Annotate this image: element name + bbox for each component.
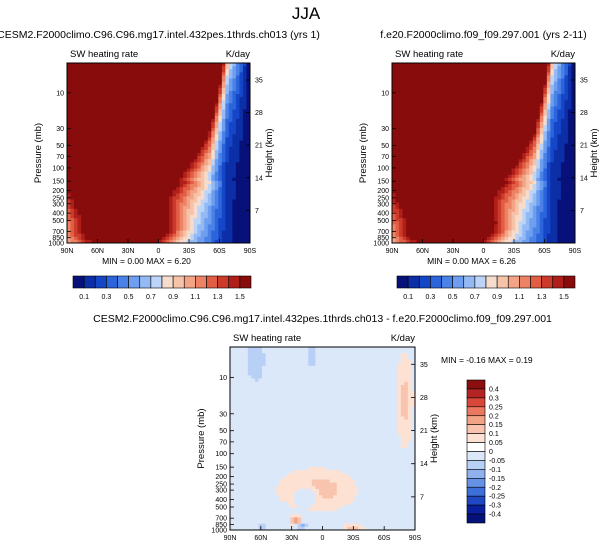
- chart-title: CESM2.F2000climo.C96.C96.mg17.intel.432p…: [0, 29, 320, 41]
- colorbar-swatch: [129, 276, 140, 288]
- y-axis-title: Pressure (mb): [33, 123, 44, 183]
- colorbar-label: 0.5: [124, 294, 134, 301]
- x-tick-label: 0: [157, 248, 161, 255]
- y2-tick-label: 7: [255, 208, 259, 215]
- colorbar-swatch: [184, 276, 195, 288]
- x-tick-label: 60N: [91, 248, 104, 255]
- y2-tick-label: 28: [255, 110, 263, 117]
- colorbar-swatch: [229, 276, 240, 288]
- min-max-stats: MIN = 0.00 MAX = 6.20: [102, 256, 191, 266]
- colorbar-label: 0.9: [168, 294, 178, 301]
- colorbar-swatch: [118, 276, 129, 288]
- x-tick-label: 90N: [61, 248, 74, 255]
- y-tick-label: 300: [52, 201, 64, 208]
- colorbar-swatch: [151, 276, 162, 288]
- colorbar-label: 0.3: [102, 294, 112, 301]
- colorbar-swatch: [173, 276, 184, 288]
- x-tick-label: 90S: [244, 248, 257, 255]
- season-title: JJA: [0, 4, 612, 24]
- y2-tick-label: 21: [255, 143, 263, 150]
- colorbar-label: 0.7: [146, 294, 156, 301]
- y-tick-label: 200: [52, 188, 64, 195]
- heatmap-field: [67, 63, 251, 244]
- y-tick-label: 1000: [48, 241, 64, 248]
- y-tick-label: 150: [52, 179, 64, 186]
- colorbar-swatch: [218, 276, 229, 288]
- colorbar-swatch: [140, 276, 151, 288]
- colorbar-label: 0.1: [79, 294, 89, 301]
- x-tick-label: 30S: [183, 248, 196, 255]
- colorbar-swatch: [84, 276, 95, 288]
- colorbar-swatch: [162, 276, 173, 288]
- colorbar-label: 1.3: [213, 294, 223, 301]
- y2-tick-label: 35: [255, 77, 263, 84]
- colorbar-label: 1.5: [235, 294, 245, 301]
- y-tick-label: 50: [56, 143, 64, 150]
- heatmap-field: [392, 63, 576, 244]
- y-tick-label: 100: [52, 165, 64, 172]
- y-tick-label: 30: [56, 126, 64, 133]
- chart-panel-2: f.e20.F2000climo.f09_f09.297.001 (yrs 2-…: [358, 29, 600, 301]
- y2-tick-label: 14: [255, 175, 263, 182]
- y-tick-label: 400: [52, 211, 64, 218]
- colorbar: 0.1 0.3 0.5 0.7 0.9 1.1 1.3 1.5: [73, 276, 251, 301]
- y-tick-label: 70: [56, 154, 64, 161]
- colorbar-swatch: [106, 276, 117, 288]
- colorbar-swatch: [207, 276, 218, 288]
- colorbar-swatch: [240, 276, 251, 288]
- chart-panel-1: CESM2.F2000climo.C96.C96.mg17.intel.432p…: [0, 29, 320, 301]
- colorbar-label: 1.1: [191, 294, 201, 301]
- colorbar-swatch: [95, 276, 106, 288]
- units-label: K/day: [226, 49, 251, 60]
- variable-label: SW heating rate: [70, 49, 138, 60]
- x-tick-label: 30N: [122, 248, 135, 255]
- y2-axis-title: Height (km): [264, 128, 275, 177]
- y-tick-label: 10: [56, 90, 64, 97]
- x-tick-label: 60S: [213, 248, 226, 255]
- colorbar-swatch: [195, 276, 206, 288]
- colorbar-swatch: [73, 276, 84, 288]
- y-tick-label: 500: [52, 218, 64, 225]
